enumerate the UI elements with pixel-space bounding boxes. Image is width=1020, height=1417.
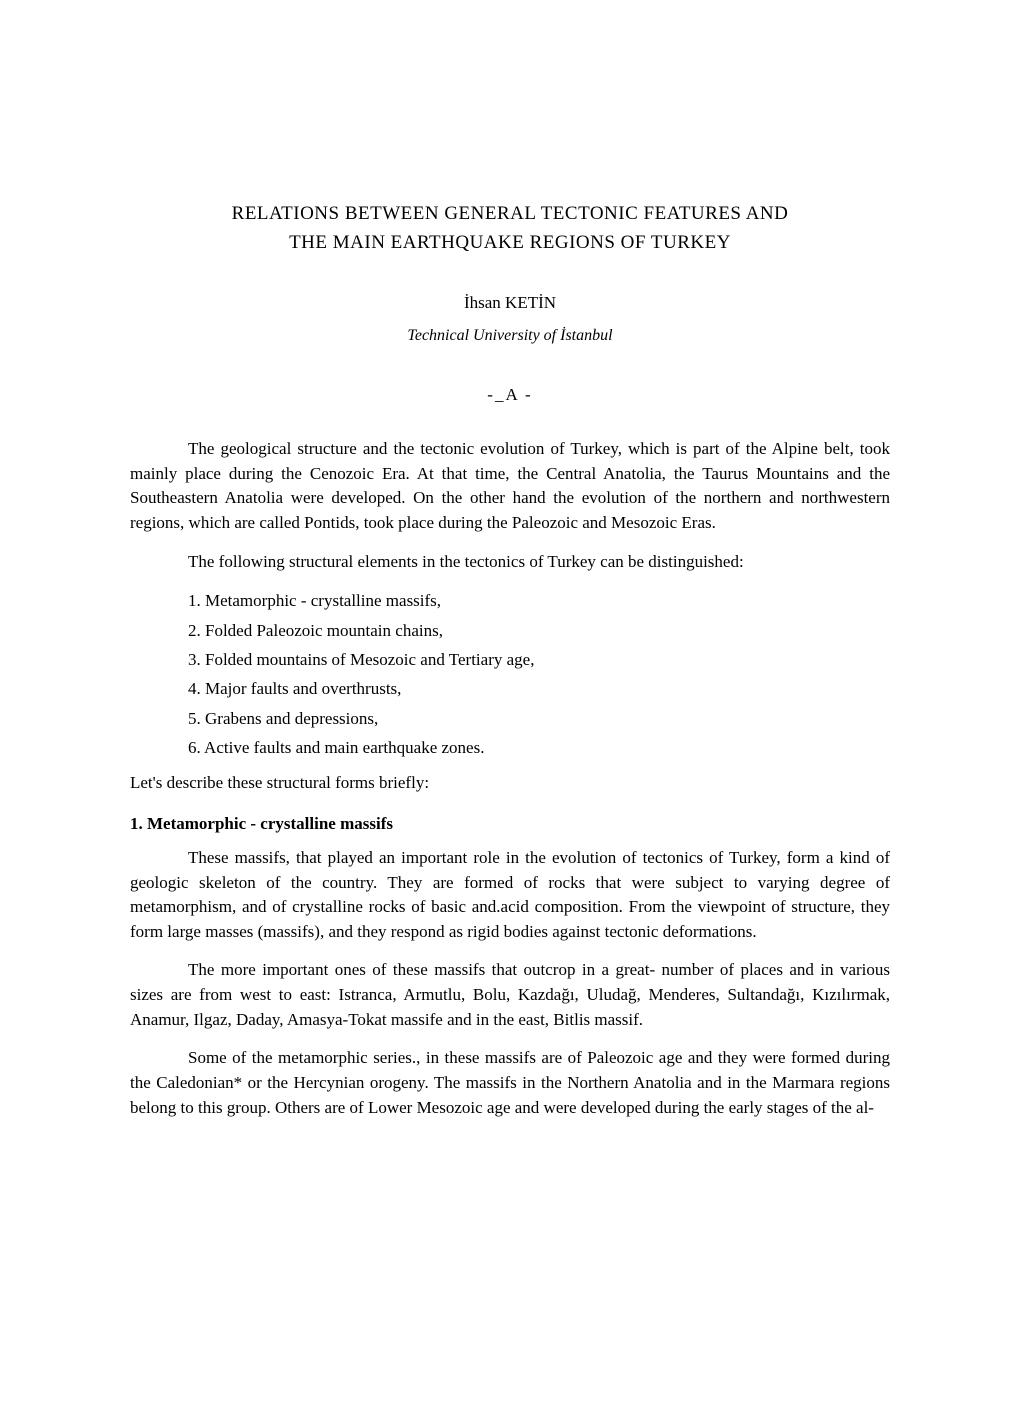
list-item-5: 5. Grabens and depressions, — [188, 706, 890, 732]
intro-paragraph-1: The geological structure and the tectoni… — [130, 437, 890, 536]
title-line-2: THE MAIN EARTHQUAKE REGIONS OF TURKEY — [130, 229, 890, 258]
author-affiliation: Technical University of İstanbul — [130, 327, 890, 345]
section1-paragraph-2: The more important ones of these massifs… — [130, 958, 890, 1032]
section1-paragraph-3: Some of the metamorphic series., in thes… — [130, 1046, 890, 1120]
list-item-2: 2. Folded Paleozoic mountain chains, — [188, 618, 890, 644]
list-item-6: 6. Active faults and main earthquake zon… — [188, 735, 890, 761]
list-item-3: 3. Folded mountains of Mesozoic and Tert… — [188, 647, 890, 673]
list-item-1: 1. Metamorphic - crystalline massifs, — [188, 588, 890, 614]
document-title: RELATIONS BETWEEN GENERAL TECTONIC FEATU… — [130, 200, 890, 257]
section1-paragraph-1: These massifs, that played an important … — [130, 846, 890, 945]
intro-paragraph-2: The following structural elements in the… — [130, 550, 890, 575]
title-line-1: RELATIONS BETWEEN GENERAL TECTONIC FEATU… — [130, 200, 890, 229]
section-marker: -_A - — [130, 385, 890, 405]
list-item-4: 4. Major faults and overthrusts, — [188, 676, 890, 702]
transition-paragraph: Let's describe these structural forms br… — [130, 771, 890, 796]
section-heading-1: 1. Metamorphic - crystalline massifs — [130, 814, 890, 834]
author-name: İhsan KETİN — [130, 293, 890, 313]
